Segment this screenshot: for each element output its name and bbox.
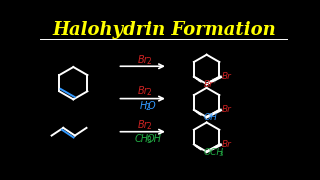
Text: H: H [140,100,147,111]
Text: Br: Br [138,55,148,65]
Text: Halohydrin Formation: Halohydrin Formation [52,21,276,39]
Text: OCH: OCH [204,148,224,157]
Text: Br: Br [204,80,214,89]
Text: 2: 2 [146,57,151,66]
Text: CH: CH [134,134,148,144]
Text: 2: 2 [145,103,150,112]
Text: 2: 2 [146,122,151,131]
Text: OH: OH [147,134,161,144]
Text: 3: 3 [219,151,223,158]
Text: OH: OH [204,113,218,122]
Text: Br: Br [222,140,232,148]
Text: Br: Br [138,86,148,96]
Text: Br: Br [222,105,232,114]
Text: 2: 2 [146,88,151,97]
Text: Br: Br [222,72,232,81]
Text: Br: Br [138,120,148,130]
Text: O: O [148,100,156,111]
Text: 3: 3 [147,136,152,145]
